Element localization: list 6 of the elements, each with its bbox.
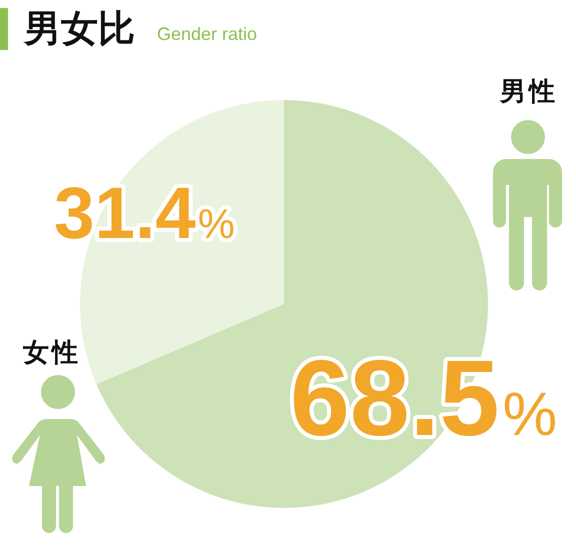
slice-label: 女性 — [22, 338, 81, 368]
chart-title: 男女比 — [23, 7, 135, 50]
data-label: 31.4% — [54, 173, 235, 254]
slice-label: 男性 — [499, 77, 558, 107]
chart-subtitle: Gender ratio — [157, 24, 258, 44]
data-label: 68.5% — [290, 338, 558, 458]
